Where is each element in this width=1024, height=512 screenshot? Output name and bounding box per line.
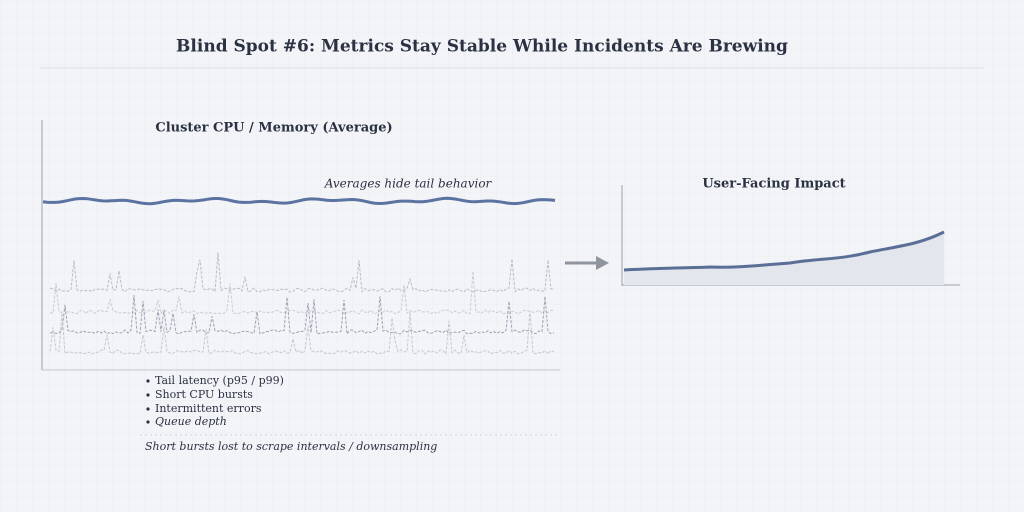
noise-line <box>49 295 555 336</box>
bullet-text: Intermittent errors <box>155 402 262 415</box>
title: Blind Spot #6: Metrics Stay Stable While… <box>176 37 788 57</box>
tail-noise <box>49 252 555 355</box>
annotation: Averages hide tail behavior <box>324 177 493 191</box>
footnote: Short bursts lost to scrape intervals / … <box>145 440 437 453</box>
average-line <box>42 196 556 206</box>
bullet <box>146 407 150 411</box>
bullet <box>146 379 150 383</box>
left-panel-title: Cluster CPU / Memory (Average) <box>155 121 392 136</box>
noise-line <box>49 310 555 355</box>
bullet-list: Tail latency (p95 / p99) Short CPU burst… <box>146 374 284 428</box>
bullet <box>146 420 150 424</box>
bullet <box>146 393 150 397</box>
impact-area <box>624 232 944 285</box>
arrow <box>565 256 609 270</box>
noise-line <box>49 252 555 293</box>
impact-line <box>623 230 945 272</box>
bullet-text: Tail latency (p95 / p99) <box>155 374 284 387</box>
noise-line <box>49 271 555 315</box>
bullet-text: Queue depth <box>155 415 227 428</box>
right-panel-title: User-Facing Impact <box>702 177 845 192</box>
bullet-text: Short CPU bursts <box>155 388 253 401</box>
